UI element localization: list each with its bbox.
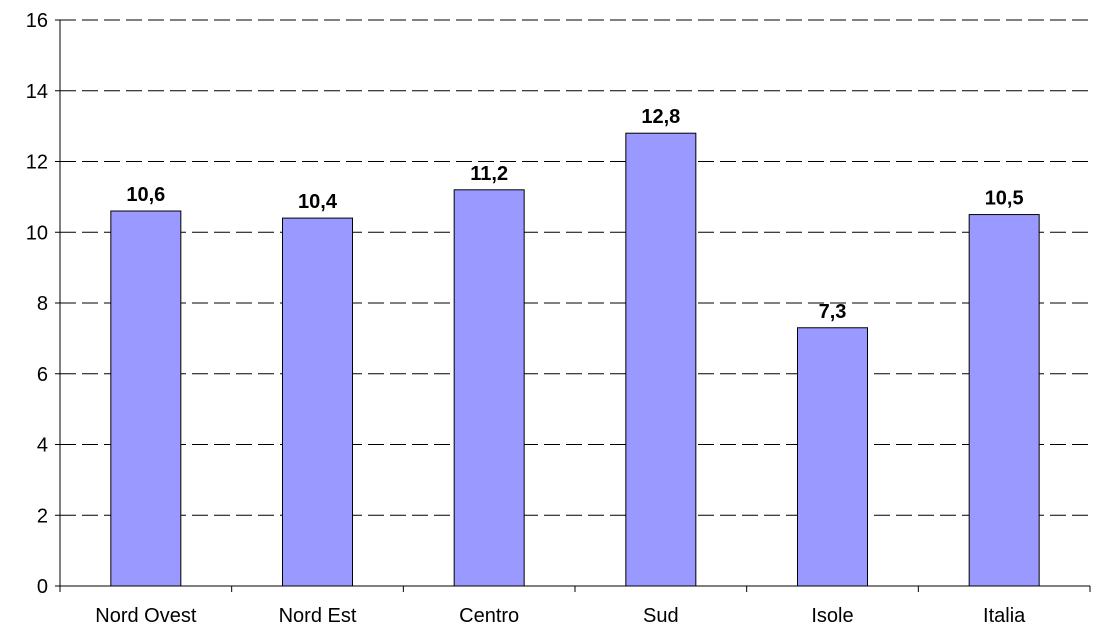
- data-label: 11,2: [470, 163, 508, 185]
- x-axis-ticks: Nord Ovest Nord Est Centro Sud Isole Italia: [59, 586, 1091, 627]
- data-label: 10,5: [985, 188, 1024, 210]
- bar-italia: [968, 214, 1040, 587]
- y-tick-label: 12: [26, 152, 48, 174]
- y-tick-label: 16: [26, 10, 48, 32]
- data-label: 10,4: [298, 191, 338, 213]
- data-label: 10,6: [126, 184, 165, 206]
- bar-nord-ovest: [110, 210, 182, 587]
- y-tick-label: 14: [26, 81, 48, 103]
- data-labels: 10,6 10,4 11,2 12,8 7,3 10,5: [126, 106, 1023, 323]
- x-tick-label: Isole: [811, 605, 853, 627]
- y-axis-ticks: 0 2 4 6 8 10 12 14 16: [26, 10, 60, 598]
- gridlines: [60, 19, 1090, 516]
- bars: [110, 132, 1040, 587]
- y-tick-label: 2: [37, 505, 48, 527]
- bar-nord-est: [282, 217, 353, 587]
- y-tick-label: 4: [37, 435, 48, 457]
- x-tick-label: Nord Ovest: [95, 605, 197, 627]
- x-tick-label: Nord Est: [279, 605, 357, 627]
- bar-isole: [797, 327, 868, 587]
- data-label: 12,8: [641, 106, 680, 128]
- bar-centro: [453, 189, 525, 587]
- y-tick-label: 6: [37, 364, 48, 386]
- x-tick-label: Centro: [459, 605, 519, 627]
- bar-sud: [625, 132, 697, 587]
- data-label: 7,3: [819, 301, 847, 323]
- y-tick-label: 0: [37, 576, 48, 598]
- x-tick-label: Sud: [643, 605, 679, 627]
- y-tick-label: 8: [37, 293, 48, 315]
- x-tick-label: Italia: [983, 605, 1026, 627]
- y-tick-label: 10: [26, 222, 48, 244]
